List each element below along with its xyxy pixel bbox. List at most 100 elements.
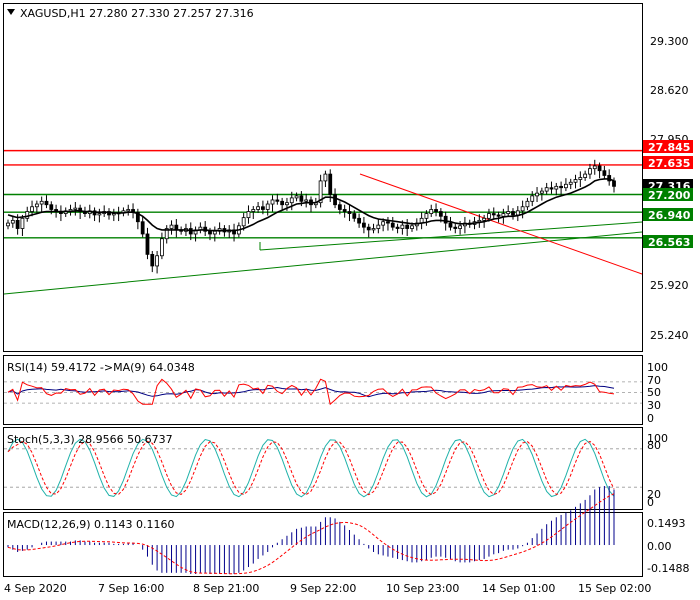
candle-body	[169, 224, 174, 229]
candle-body	[559, 185, 563, 189]
candle-body	[280, 200, 285, 206]
stoch-tick: 20	[647, 488, 661, 501]
candle-body	[583, 173, 588, 178]
candle-body	[602, 170, 607, 176]
macd-title: MACD(12,26,9) 0.1143 0.1160	[7, 518, 175, 531]
stoch-signal-line	[7, 440, 615, 496]
candle-body	[265, 203, 270, 210]
candle-body	[246, 211, 251, 219]
candle-body	[15, 219, 20, 229]
candle-body	[212, 230, 217, 235]
candle-body	[544, 187, 549, 192]
candle-body	[39, 200, 44, 205]
candle-body	[395, 226, 400, 229]
stoch-title: Stoch(5,3,3) 28.9566 50.6737	[7, 433, 173, 446]
macd-tick: -0.1488	[647, 562, 689, 575]
candle-body	[424, 213, 429, 219]
candle-body	[515, 210, 520, 216]
stoch-tick: 100	[647, 432, 668, 445]
macd-panel[interactable]	[3, 512, 643, 577]
price-tick: 25.240	[650, 329, 689, 342]
ascending-trendline	[3, 231, 643, 295]
candle-body	[506, 211, 511, 214]
candle-body	[25, 211, 30, 219]
macd-tick: 0.1493	[647, 517, 686, 530]
candle-body	[10, 219, 15, 224]
candle-body	[49, 204, 54, 210]
stoch-tick: 0	[647, 496, 654, 509]
candle-body	[342, 209, 347, 212]
candle-body	[318, 180, 323, 204]
candle-body	[530, 195, 535, 202]
candle-body	[568, 181, 573, 185]
level-label: 26.563	[648, 236, 690, 249]
candle-body	[73, 207, 78, 210]
candle-body	[20, 217, 25, 229]
level-label: 27.635	[648, 157, 690, 170]
level-badge	[643, 188, 693, 201]
candle-body	[520, 206, 525, 212]
level-badge	[643, 235, 693, 248]
rsi-tick: 0	[647, 412, 654, 425]
candle-body	[434, 209, 438, 212]
descending-trendline	[359, 173, 643, 275]
candle-body	[573, 179, 578, 183]
level-label: 26.940	[648, 209, 691, 222]
candle-body	[155, 255, 159, 267]
candle-body	[208, 230, 212, 235]
rsi-tick: 50	[647, 386, 661, 399]
stoch-main-line	[7, 438, 615, 498]
candle-body	[337, 204, 342, 210]
candle-body	[270, 199, 275, 205]
candle-body	[501, 213, 506, 217]
candle-body	[539, 190, 544, 194]
candle-body	[44, 200, 49, 206]
candle-body	[30, 206, 34, 212]
candle-body	[299, 195, 304, 202]
candle-body	[150, 253, 155, 267]
candle-body	[323, 173, 328, 182]
stoch-tick: 80	[647, 439, 661, 452]
candle-body	[511, 211, 515, 216]
candle-body	[145, 233, 150, 255]
candle-body	[261, 206, 265, 210]
macd-signal-line	[7, 493, 615, 575]
candle-body	[438, 211, 443, 217]
candle-body	[357, 217, 361, 224]
candle-body	[256, 206, 260, 210]
candle-body	[588, 168, 592, 175]
ascending-trendline	[259, 221, 643, 251]
time-label: 4 Sep 2020	[4, 582, 67, 595]
candle-body	[289, 197, 294, 204]
rsi-panel[interactable]	[3, 355, 643, 425]
candle-body	[535, 192, 539, 197]
candle-body	[491, 213, 496, 216]
time-label: 7 Sep 16:00	[98, 582, 164, 595]
candle-body	[328, 173, 333, 195]
candle-body	[251, 209, 256, 212]
candle-body	[241, 217, 246, 227]
time-label: 14 Sep 01:00	[482, 582, 555, 595]
symbol-dropdown-icon[interactable]	[7, 9, 15, 15]
level-label: 27.200	[648, 189, 691, 202]
candle-body	[429, 209, 434, 214]
candle-body	[362, 222, 366, 228]
macd-tick: 0.00	[647, 540, 672, 553]
candle-body	[6, 222, 10, 227]
candle-body	[458, 225, 462, 229]
candle-body	[453, 226, 458, 229]
candle-body	[448, 222, 453, 228]
candle-body	[487, 213, 491, 219]
price-title: XAGUSD,H1 27.280 27.330 27.257 27.316	[20, 7, 254, 20]
price-panel[interactable]	[3, 3, 643, 352]
time-label: 8 Sep 21:00	[193, 582, 259, 595]
candle-body	[164, 228, 169, 240]
candle-body	[97, 213, 102, 216]
candle-body	[578, 177, 583, 180]
candle-body	[410, 225, 414, 229]
price-tick: 25.920	[650, 279, 689, 292]
candle-body	[597, 165, 602, 172]
price-tick: 28.620	[650, 84, 689, 97]
candle-body	[612, 180, 616, 187]
